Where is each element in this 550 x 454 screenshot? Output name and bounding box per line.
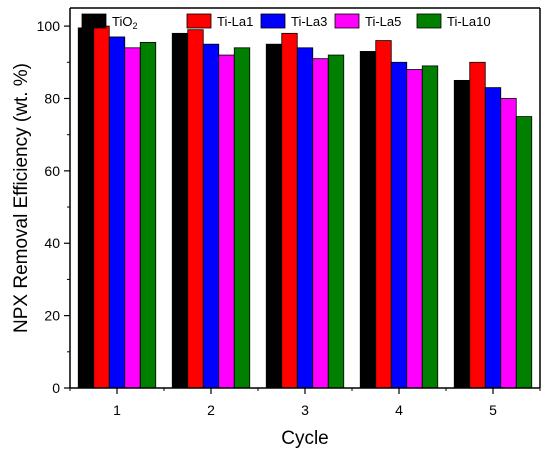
bar-ti-la10-cycle-2 xyxy=(233,47,251,389)
x-tick-label-3: 3 xyxy=(301,402,309,418)
y-axis-label: NPX Removal Efficiency (wt. %) xyxy=(11,63,32,333)
bar-tio-cycle-3 xyxy=(265,43,283,389)
y-tick-label-0: 0 xyxy=(52,380,60,396)
bars-group xyxy=(77,25,533,389)
bar-ti-la10-cycle-5 xyxy=(515,116,533,389)
bar-ti-la1-cycle-4 xyxy=(375,40,392,389)
bar-tio-cycle-2 xyxy=(171,32,189,389)
y-tick-label-80: 80 xyxy=(44,90,60,106)
y-tick-label-40: 40 xyxy=(44,235,60,251)
y-tick-label-60: 60 xyxy=(44,163,60,179)
x-tick-label-1: 1 xyxy=(113,402,121,418)
legend-label-ti-la5: Ti-La5 xyxy=(365,14,401,29)
legend-swatch-tio xyxy=(81,13,107,29)
bar-tio-cycle-4 xyxy=(359,51,377,389)
y-tick-label-20: 20 xyxy=(44,308,60,324)
bar-ti-la1-cycle-5 xyxy=(469,61,486,389)
bar-ti-la5-cycle-3 xyxy=(312,58,329,389)
legend-swatch-ti-la1 xyxy=(186,13,212,29)
axes-group: 0 20 40 60 80 100 1 2 3 4 5 xyxy=(37,7,541,418)
x-tick-label-5: 5 xyxy=(489,402,497,418)
bar-ti-la5-cycle-2 xyxy=(218,54,235,389)
bar-ti-la5-cycle-5 xyxy=(500,98,517,389)
bar-ti-la1-cycle-3 xyxy=(281,32,298,389)
bar-ti-la3-cycle-3 xyxy=(296,47,314,389)
bar-ti-la1-cycle-1 xyxy=(93,25,110,389)
legend-swatch-ti-la3 xyxy=(260,13,286,29)
legend-label-tio: TiO2 xyxy=(112,14,137,31)
legend-label-ti-la10: Ti-La10 xyxy=(447,14,491,29)
legend-swatch-ti-la10 xyxy=(416,13,442,29)
legend-label-ti-la3: Ti-La3 xyxy=(291,14,327,29)
bar-ti-la3-cycle-2 xyxy=(202,43,220,389)
bar-ti-la10-cycle-4 xyxy=(421,65,439,389)
legend-label-ti-la1: Ti-La1 xyxy=(217,14,253,29)
x-tick-label-2: 2 xyxy=(207,402,215,418)
y-tick-label-100: 100 xyxy=(37,18,61,34)
bar-tio-cycle-5 xyxy=(453,79,471,389)
bar-ti-la10-cycle-3 xyxy=(327,54,345,389)
legend: TiO2 Ti-La1 Ti-La3 Ti-La5 Ti-La10 xyxy=(81,13,491,31)
x-tick-label-4: 4 xyxy=(395,402,403,418)
bar-ti-la5-cycle-4 xyxy=(406,69,423,389)
bar-ti-la3-cycle-5 xyxy=(484,87,502,389)
bar-ti-la5-cycle-1 xyxy=(124,47,141,389)
x-axis-label: Cycle xyxy=(281,428,329,449)
legend-swatch-ti-la5 xyxy=(334,13,360,29)
bar-ti-la3-cycle-4 xyxy=(390,61,408,389)
bar-ti-la10-cycle-1 xyxy=(139,41,157,389)
bar-tio-cycle-1 xyxy=(77,27,95,389)
bar-ti-la3-cycle-1 xyxy=(108,36,126,389)
bar-ti-la1-cycle-2 xyxy=(187,29,204,389)
